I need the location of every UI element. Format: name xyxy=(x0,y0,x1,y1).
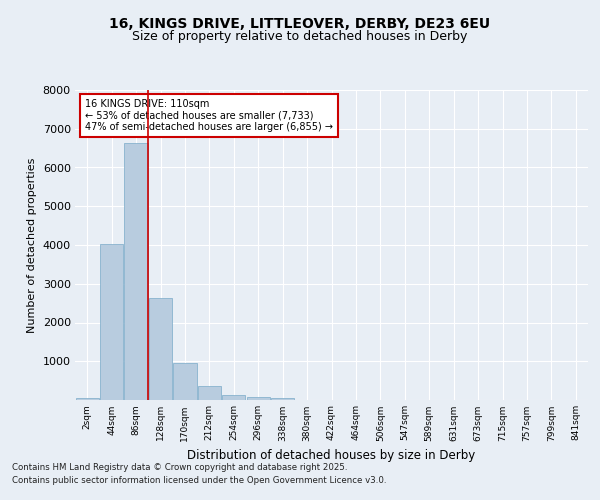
Bar xyxy=(198,386,221,400)
Text: Contains public sector information licensed under the Open Government Licence v3: Contains public sector information licen… xyxy=(12,476,386,485)
Bar xyxy=(222,394,245,400)
Bar xyxy=(149,298,172,400)
Bar xyxy=(247,397,270,400)
Bar xyxy=(173,363,197,400)
Text: Contains HM Land Registry data © Crown copyright and database right 2025.: Contains HM Land Registry data © Crown c… xyxy=(12,462,347,471)
Bar xyxy=(100,244,123,400)
X-axis label: Distribution of detached houses by size in Derby: Distribution of detached houses by size … xyxy=(187,449,476,462)
Bar xyxy=(124,144,148,400)
Text: 16 KINGS DRIVE: 110sqm
← 53% of detached houses are smaller (7,733)
47% of semi-: 16 KINGS DRIVE: 110sqm ← 53% of detached… xyxy=(85,100,333,132)
Text: 16, KINGS DRIVE, LITTLEOVER, DERBY, DE23 6EU: 16, KINGS DRIVE, LITTLEOVER, DERBY, DE23… xyxy=(109,18,491,32)
Y-axis label: Number of detached properties: Number of detached properties xyxy=(27,158,37,332)
Bar xyxy=(271,398,294,400)
Text: Size of property relative to detached houses in Derby: Size of property relative to detached ho… xyxy=(133,30,467,43)
Bar xyxy=(76,398,99,400)
